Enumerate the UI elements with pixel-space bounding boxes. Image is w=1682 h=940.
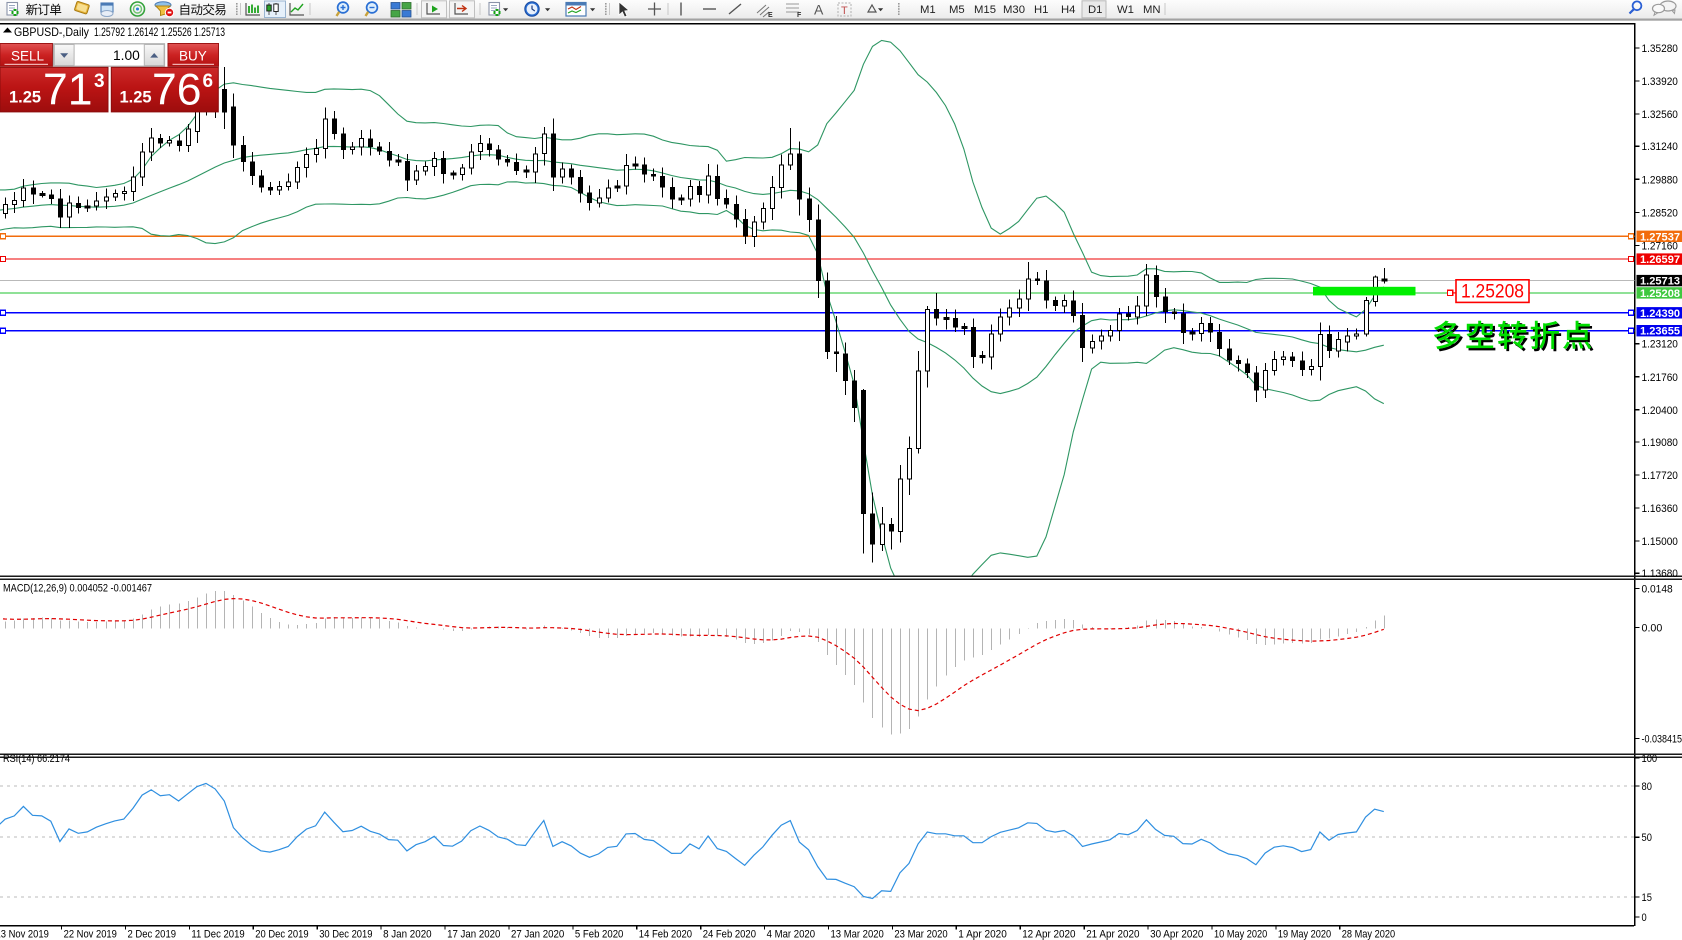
svg-text:80: 80 [1642,781,1652,793]
svg-text:1.15000: 1.15000 [1642,536,1678,548]
svg-text:1 Apr 2020: 1 Apr 2020 [958,929,1007,940]
svg-text:1.25: 1.25 [9,89,41,107]
svg-text:1.25713: 1.25713 [1640,276,1680,288]
svg-text:0.00: 0.00 [1642,623,1663,635]
svg-text:4 Mar 2020: 4 Mar 2020 [767,929,816,940]
svg-text:SELL: SELL [11,49,45,64]
svg-text:6: 6 [203,71,214,92]
svg-text:27 Jan 2020: 27 Jan 2020 [511,929,564,940]
svg-text:M1: M1 [920,4,936,16]
svg-text:0: 0 [1642,912,1647,924]
svg-text:30 Dec 2019: 30 Dec 2019 [319,929,372,940]
svg-text:1.35280: 1.35280 [1642,43,1678,55]
svg-text:17 Jan 2020: 17 Jan 2020 [447,929,500,940]
svg-text:76: 76 [152,66,202,115]
svg-text:22 Nov 2019: 22 Nov 2019 [64,929,117,940]
svg-text:14 Feb 2020: 14 Feb 2020 [639,929,692,940]
svg-text:11 Dec 2019: 11 Dec 2019 [191,929,244,940]
svg-text:D1: D1 [1088,4,1102,16]
svg-text:H1: H1 [1034,4,1048,16]
svg-text:1.31240: 1.31240 [1642,141,1678,153]
svg-text:1.25: 1.25 [120,89,152,107]
svg-text:3: 3 [94,71,105,92]
svg-text:1.19080: 1.19080 [1642,437,1678,449]
svg-text:100: 100 [1642,753,1658,765]
svg-text:1.13680: 1.13680 [1642,568,1678,580]
svg-text:1.17720: 1.17720 [1642,470,1678,482]
svg-text:1.21760: 1.21760 [1642,372,1678,384]
svg-text:T: T [841,5,848,17]
svg-text:13 Nov 2019: 13 Nov 2019 [0,929,49,940]
svg-text:M5: M5 [949,4,965,16]
svg-text:1.25208: 1.25208 [1461,281,1524,303]
svg-text:RSI(14) 66.2174: RSI(14) 66.2174 [3,753,70,765]
svg-text:1.26597: 1.26597 [1640,254,1680,266]
svg-text:1.33920: 1.33920 [1642,76,1678,88]
svg-text:W1: W1 [1117,4,1134,16]
svg-text:1.23120: 1.23120 [1642,339,1678,351]
svg-text:2 Dec 2019: 2 Dec 2019 [128,929,177,940]
svg-text:10 May 2020: 10 May 2020 [1214,929,1267,940]
svg-text:M15: M15 [974,4,996,16]
svg-text:1.32560: 1.32560 [1642,109,1678,121]
svg-text:1.00: 1.00 [113,48,140,63]
svg-text:20 Dec 2019: 20 Dec 2019 [255,929,308,940]
svg-text:8 Jan 2020: 8 Jan 2020 [383,929,432,940]
svg-text:1.28520: 1.28520 [1642,207,1678,219]
svg-text:MN: MN [1143,4,1161,16]
svg-text:19 May 2020: 19 May 2020 [1278,929,1331,940]
svg-text:50: 50 [1642,832,1652,844]
svg-text:28 May 2020: 28 May 2020 [1342,929,1395,940]
svg-text:MACD(12,26,9) 0.004052 -0.0014: MACD(12,26,9) 0.004052 -0.001467 [3,583,152,595]
svg-text:-0.038415: -0.038415 [1642,734,1682,746]
svg-text:21 Apr 2020: 21 Apr 2020 [1086,929,1139,940]
svg-text:13 Mar 2020: 13 Mar 2020 [831,929,884,940]
svg-text:1.27160: 1.27160 [1642,240,1678,252]
svg-text:GBPUSD-,Daily: GBPUSD-,Daily [14,25,89,39]
svg-text:23 Mar 2020: 23 Mar 2020 [894,929,947,940]
svg-text:1.24390: 1.24390 [1640,308,1680,320]
svg-text:5 Feb 2020: 5 Feb 2020 [575,929,624,940]
svg-text:1.25208: 1.25208 [1640,288,1680,300]
svg-text:1.23655: 1.23655 [1640,326,1680,338]
svg-text:1.20400: 1.20400 [1642,405,1678,417]
svg-text:1.25792 1.26142 1.25526 1.2571: 1.25792 1.26142 1.25526 1.25713 [94,25,225,39]
svg-text:E: E [768,12,773,19]
svg-text:1.29880: 1.29880 [1642,174,1678,186]
svg-text:12 Apr 2020: 12 Apr 2020 [1022,929,1075,940]
svg-text:A: A [814,2,824,18]
svg-text:30 Apr 2020: 30 Apr 2020 [1150,929,1203,940]
svg-text:M30: M30 [1003,4,1025,16]
svg-text:1.27537: 1.27537 [1640,231,1680,243]
svg-text:71: 71 [43,66,93,115]
svg-text:15: 15 [1642,892,1652,904]
svg-text:24 Feb 2020: 24 Feb 2020 [703,929,756,940]
svg-text:BUY: BUY [179,49,207,64]
svg-text:H4: H4 [1061,4,1075,16]
svg-text:0.0148: 0.0148 [1642,584,1673,596]
svg-text:1.16360: 1.16360 [1642,503,1678,515]
svg-text:F: F [797,12,802,19]
